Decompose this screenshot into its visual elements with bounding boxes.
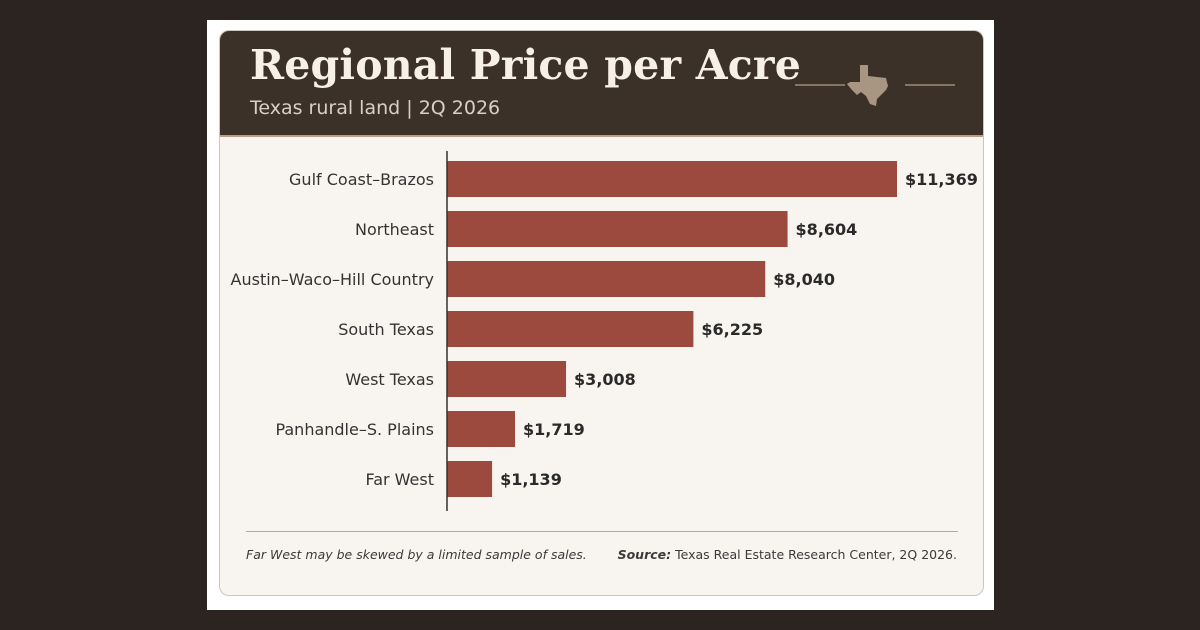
category-label: Gulf Coast–Brazos xyxy=(289,170,434,189)
value-label: $6,225 xyxy=(701,320,763,339)
bar xyxy=(447,311,694,347)
category-label: Far West xyxy=(365,470,434,489)
value-label: $8,604 xyxy=(796,220,858,239)
bar xyxy=(447,161,897,197)
source-label: Source: xyxy=(617,547,672,562)
bar xyxy=(447,261,766,297)
value-label: $1,719 xyxy=(523,420,585,439)
texas-state-outline-icon xyxy=(847,65,888,106)
category-label: South Texas xyxy=(338,320,434,339)
chart-header: Regional Price per Acre Texas rural land… xyxy=(220,31,983,137)
category-label: Austin–Waco–Hill Country xyxy=(231,270,434,289)
value-label: $8,040 xyxy=(773,270,835,289)
category-label: Northeast xyxy=(355,220,434,239)
source-text: Texas Real Estate Research Center, 2Q 20… xyxy=(675,547,957,562)
footer-note: Far West may be skewed by a limited samp… xyxy=(246,547,587,562)
bar xyxy=(447,411,516,447)
category-label: West Texas xyxy=(345,370,434,389)
bars-layer: Gulf Coast–Brazos $11,369 Northeast $8,604 A… xyxy=(231,161,978,497)
bar xyxy=(447,211,788,247)
chart-title: Regional Price per Acre xyxy=(250,41,801,89)
footer-divider xyxy=(246,531,958,532)
bar xyxy=(447,461,493,497)
footer-source: Source: Texas Real Estate Research Cente… xyxy=(618,547,957,562)
category-label: Panhandle–S. Plains xyxy=(275,420,434,439)
chart-subtitle: Texas rural land | 2Q 2026 xyxy=(250,97,501,119)
value-label: $3,008 xyxy=(574,370,636,389)
value-label: $11,369 xyxy=(905,170,978,189)
bar xyxy=(447,361,567,397)
chart-card: Regional Price per Acre Texas rural land… xyxy=(219,30,984,596)
image-frame: Regional Price per Acre Texas rural land… xyxy=(207,20,994,610)
value-label: $1,139 xyxy=(500,470,562,489)
bar-chart: Gulf Coast–Brazos $11,369 Northeast $8,604 A… xyxy=(231,151,978,511)
header-decoration xyxy=(795,65,955,106)
